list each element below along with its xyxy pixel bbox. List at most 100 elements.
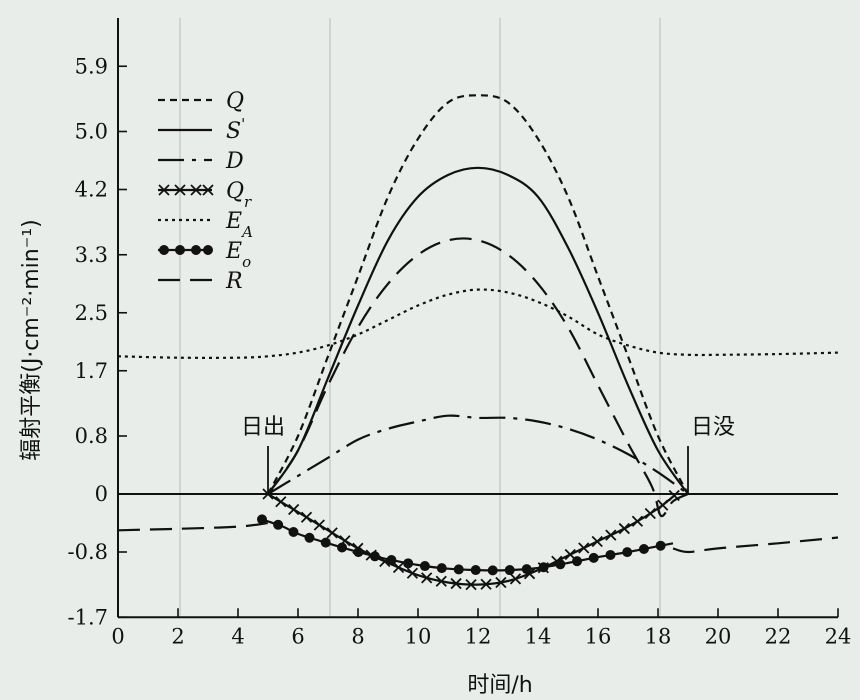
legend-item-qr-point (174, 184, 186, 196)
legend-item-qr: Qr (158, 179, 252, 211)
series-qr-point (275, 496, 287, 508)
grid-layer (179, 18, 661, 618)
series-r-night-line (117, 521, 269, 532)
legend-item-eo-point (191, 245, 201, 255)
y-tick-label: 3.3 (75, 243, 108, 267)
series-qr-point (657, 499, 669, 511)
x-tick-label: 14 (525, 624, 552, 648)
x-tick-label: 10 (405, 624, 432, 648)
x-tick-label: 22 (765, 624, 792, 648)
series-qr-point (605, 529, 617, 541)
series-eo-point (521, 564, 532, 575)
legend-item-qr-point (190, 184, 202, 196)
series-d-line (267, 414, 689, 495)
series-s-line (267, 166, 689, 495)
legend-item-qr-point (202, 184, 214, 196)
x-tick-label: 18 (645, 624, 672, 648)
legend-label: S' (226, 115, 245, 144)
series-qr-point (644, 507, 656, 520)
x-tick-label: 16 (585, 624, 612, 648)
series-eo-point (369, 551, 380, 562)
series-qr-point (480, 578, 492, 590)
series-eo-point (288, 526, 299, 537)
series-eo-point (572, 556, 583, 567)
legend-item-s: S' (158, 115, 245, 144)
annotation-label: 日没 (691, 415, 735, 440)
series-eo-point (403, 558, 414, 569)
y-tick-label: 4.2 (75, 178, 108, 202)
sunrise-annotation: 日出 (241, 415, 285, 494)
series-eo-point (453, 564, 464, 575)
x-tick-label: 24 (825, 624, 852, 648)
series-eo-point (337, 542, 348, 553)
series-eo-point (555, 559, 566, 570)
series-eo-point (605, 549, 616, 560)
series-eo-point (622, 547, 633, 558)
legend-item-r: R (158, 269, 243, 294)
series-eo-point (487, 565, 498, 576)
series-eo-point (320, 537, 331, 548)
series-r-night (117, 521, 839, 554)
series-qr-point (406, 567, 419, 579)
series-eo-point (588, 552, 599, 563)
series-qr-point (300, 511, 313, 523)
y-tick-label: 0.8 (75, 424, 108, 448)
series-qr-point (495, 576, 507, 589)
series-qr-point (450, 577, 462, 590)
x-tick-label: 4 (231, 624, 244, 648)
y-tick-label: -1.7 (68, 605, 109, 629)
y-tick-label: 2.5 (75, 301, 108, 325)
series-r-night-line (672, 536, 839, 554)
y-axis-title: 辐射平衡(J·cm⁻²·min⁻¹) (19, 219, 44, 461)
series-s (267, 166, 689, 495)
legend-item-eo: Eo (158, 239, 251, 271)
series-qr-line (267, 493, 677, 586)
series-qr-point (435, 575, 447, 587)
axes: 0 2 4 6 8 10 12 14 16 18 20 22 245.95.04.23.32.51.70… (68, 18, 852, 648)
x-tick-label: 6 (291, 624, 304, 648)
annotations: 日出 日没 (241, 415, 735, 494)
series-q-line (267, 94, 689, 495)
series-layer (117, 94, 839, 591)
x-tick-label: 2 (171, 624, 184, 648)
legend-label: Qr (226, 179, 252, 211)
annotation-label: 日出 (241, 415, 285, 440)
series-qr-point (288, 503, 300, 516)
x-tick-label: 12 (465, 624, 492, 648)
series-qr-point (392, 561, 405, 574)
legend-item-eo-point (203, 245, 213, 255)
legend-item-ea: EA (158, 209, 253, 241)
series-eo-point (436, 563, 447, 574)
series-qr-point (421, 572, 433, 584)
series-eo-point (257, 514, 267, 525)
legend-item-d: D (158, 149, 244, 174)
series-eo-point (304, 532, 315, 543)
series-r (267, 237, 689, 518)
x-tick-label: 0 (111, 624, 124, 648)
series-r-line (267, 237, 689, 518)
series-eo-point (353, 547, 364, 558)
series-eo (257, 514, 674, 576)
series-eo-point (655, 540, 666, 551)
series-eo-point (504, 565, 515, 576)
series-ea (117, 288, 839, 359)
series-d (267, 414, 689, 495)
series-eo-point (273, 519, 284, 530)
series-qr-point (618, 522, 630, 535)
series-qr-point (313, 519, 325, 531)
legend-label: D (225, 149, 244, 174)
legend-item-q: Q (158, 89, 244, 114)
legend-item-qr-point (158, 184, 170, 196)
legend-label: Eo (225, 239, 251, 271)
legend-item-eo-point (159, 245, 169, 255)
y-tick-label: 5.9 (75, 54, 108, 78)
series-ea-line (117, 288, 839, 359)
sunset-annotation: 日没 (687, 415, 735, 494)
series-qr-point (465, 578, 477, 591)
series-eo-point (638, 543, 649, 554)
series-eo-point (470, 565, 481, 576)
legend-label: EA (225, 209, 253, 241)
series-qr-point (578, 542, 590, 554)
